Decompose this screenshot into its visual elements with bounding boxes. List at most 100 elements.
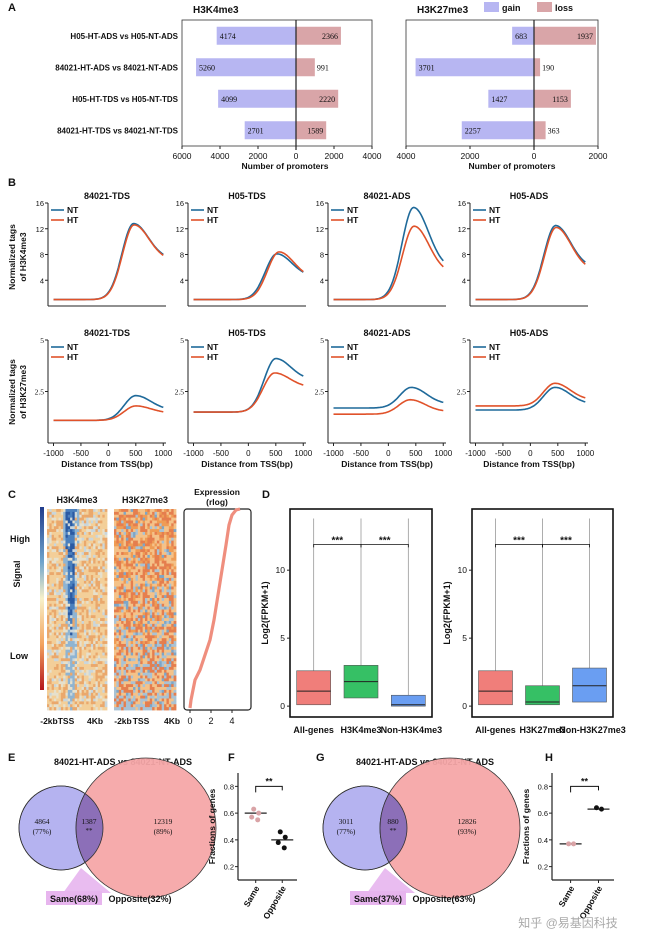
heatmap-cell <box>47 666 50 671</box>
heatmap-cell <box>58 537 62 541</box>
heatmap-cell <box>154 684 158 688</box>
heatmap-cell <box>159 580 163 585</box>
heatmap-cell <box>152 672 155 676</box>
heatmap-cell <box>168 531 172 536</box>
heatmap-cell <box>63 664 66 668</box>
heatmap-cell <box>128 563 132 567</box>
heatmap-cell <box>121 586 124 590</box>
heatmap-cell <box>51 689 55 694</box>
heatmap-cell <box>83 629 87 633</box>
heatmap-cell <box>81 649 85 653</box>
heatmap-cell <box>53 529 57 533</box>
heatmap-cell <box>47 531 50 536</box>
heatmap-cell <box>149 649 153 653</box>
heatmap-cell <box>88 655 92 659</box>
heatmap-cell <box>102 600 106 605</box>
heatmap-cell <box>125 678 129 682</box>
significance-label: *** <box>331 535 343 546</box>
heatmap-cell <box>133 635 136 639</box>
nt-profile-line <box>475 224 586 301</box>
heatmap-cell <box>159 514 163 519</box>
heatmap-cell <box>130 566 134 570</box>
heatmap-cell <box>93 655 96 659</box>
heatmap-cell <box>93 643 96 648</box>
heatmap-cell <box>118 509 122 513</box>
heatmap-cell <box>104 652 108 656</box>
heatmap-cell <box>118 575 122 579</box>
heatmap-cell <box>164 569 167 573</box>
heatmap-cell <box>65 583 69 587</box>
heatmap-cell <box>133 552 136 556</box>
heatmap-cell <box>58 531 62 536</box>
heatmap-cell <box>65 684 69 688</box>
heatmap-cell <box>51 575 55 579</box>
heatmap-cell <box>72 649 76 653</box>
ht-profile-line <box>193 251 304 301</box>
heatmap-cell <box>72 666 76 671</box>
heatmap-cell <box>79 695 83 699</box>
heatmap-cell <box>60 566 64 570</box>
heatmap-cell <box>81 638 85 642</box>
heatmap-cell <box>156 603 160 608</box>
heatmap-cell <box>128 612 132 616</box>
heatmap-cell <box>168 701 172 705</box>
heatmap-cell <box>86 646 89 651</box>
heatmap-cell <box>88 641 92 645</box>
heatmap-cell <box>100 635 103 639</box>
heatmap-cell <box>123 549 127 553</box>
heatmap-cell <box>137 669 141 674</box>
heatmap-cell <box>93 529 96 533</box>
heatmap-cell <box>145 549 148 553</box>
heatmap-cell <box>58 704 62 708</box>
heatmap-cell <box>173 664 177 668</box>
heatmap-cell <box>118 669 122 674</box>
heatmap-cell <box>53 687 57 691</box>
heatmap-cell <box>100 672 103 676</box>
heatmap-cell <box>156 537 160 541</box>
x-tick-label: 4000 <box>211 151 230 161</box>
heatmap-cell <box>79 612 83 616</box>
heatmap-cell <box>63 563 66 567</box>
heatmap-cell <box>95 658 99 662</box>
heatmap-cell <box>114 635 117 639</box>
heatmap-cell <box>156 689 160 694</box>
heatmap-cell <box>53 666 57 671</box>
heatmap-cell <box>133 623 136 628</box>
heatmap-cell <box>118 692 122 697</box>
heatmap-cell <box>128 526 132 530</box>
heatmap-cell <box>142 689 146 694</box>
heatmap-cell <box>147 692 151 697</box>
heatmap-cell <box>135 681 139 685</box>
heatmap-cell <box>130 704 134 708</box>
heatmap-cell <box>100 575 103 579</box>
heatmap-cell <box>166 595 170 599</box>
gain-value-label: 5260 <box>199 63 215 72</box>
data-point <box>594 805 599 811</box>
legend-gain-label: gain <box>502 3 521 13</box>
heatmap-cell <box>159 629 163 633</box>
heatmap-cell <box>79 537 83 541</box>
heatmap-cell <box>123 661 127 665</box>
heatmap-cell <box>95 684 99 688</box>
heatmap-cell <box>173 661 177 665</box>
heatmap-cell <box>100 626 103 630</box>
heatmap-cell <box>121 684 124 688</box>
heatmap-cell <box>47 658 50 662</box>
y-tick-label: 5 <box>462 336 466 345</box>
heatmap-cell <box>72 623 76 628</box>
heatmap-cell <box>133 620 136 625</box>
heatmap-cell <box>114 583 117 587</box>
heatmap-cell <box>97 643 101 648</box>
heatmap-cell <box>70 546 73 550</box>
heatmap-cell <box>90 546 94 550</box>
heatmap-cell <box>118 529 122 533</box>
heatmap-cell <box>65 635 69 639</box>
heatmap-cell <box>86 517 89 521</box>
heatmap-cell <box>63 612 66 616</box>
heatmap-cell <box>70 632 73 636</box>
heatmap-cell <box>142 623 146 628</box>
heatmap-cell <box>65 569 69 573</box>
legend-ht-label: HT <box>489 352 501 362</box>
heatmap-cell <box>60 658 64 662</box>
heatmap-cell <box>125 520 129 524</box>
